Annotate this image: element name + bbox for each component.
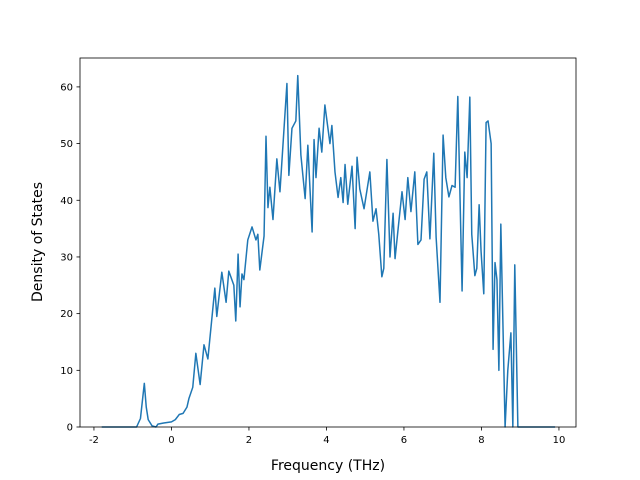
y-tick-label: 30	[60, 252, 73, 263]
y-tick-label: 20	[60, 309, 73, 320]
x-tick-label: 4	[323, 435, 329, 446]
y-tick-label: 50	[60, 139, 73, 150]
x-tick-label: 10	[553, 435, 566, 446]
x-tick-label: 0	[168, 435, 174, 446]
x-tick-label: 2	[246, 435, 252, 446]
y-axis-label: Density of States	[30, 182, 46, 302]
line-series	[101, 74, 556, 428]
y-tick-label: 0	[67, 423, 73, 434]
plot-frame	[79, 57, 577, 428]
x-tick-label: 6	[401, 435, 407, 446]
x-axis-label: Frequency (THz)	[271, 458, 385, 474]
y-tick-label: 60	[60, 82, 73, 93]
y-tick-label: 40	[60, 196, 73, 207]
x-tick-label: -2	[89, 435, 99, 446]
x-tick-label: 8	[478, 435, 484, 446]
y-tick-label: 10	[60, 366, 73, 377]
